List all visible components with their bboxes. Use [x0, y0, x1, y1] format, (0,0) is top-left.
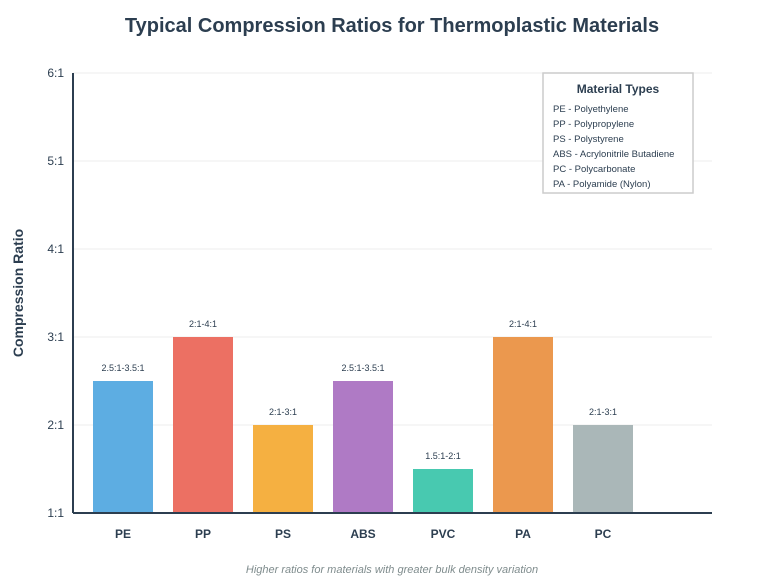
legend-item: PA - Polyamide (Nylon) — [553, 179, 651, 190]
x-tick-label: ABS — [350, 527, 375, 541]
legend-items: PE - Polyethylene PP - Polypropylene PS - … — [553, 104, 674, 190]
x-tick-labels: PE PP PS ABS PVC PA PC — [115, 527, 612, 541]
data-label: 2.5:1-3.5:1 — [101, 363, 144, 373]
bars — [93, 337, 633, 513]
bar-abs — [333, 381, 393, 513]
legend-title: Material Types — [577, 82, 660, 96]
y-tick-label: 1:1 — [47, 506, 64, 520]
y-tick-label: 3:1 — [47, 330, 64, 344]
y-tick-label: 4:1 — [47, 242, 64, 256]
data-labels: 2.5:1-3.5:1 2:1-4:1 2:1-3:1 2.5:1-3.5:1 1.5:… — [101, 319, 617, 461]
bar-pvc — [413, 469, 473, 513]
y-tick-label: 5:1 — [47, 154, 64, 168]
bar-pp — [173, 337, 233, 513]
data-label: 2:1-4:1 — [189, 319, 217, 329]
y-tick-label: 6:1 — [47, 66, 64, 80]
data-label: 2.5:1-3.5:1 — [341, 363, 384, 373]
x-tick-label: PC — [595, 527, 612, 541]
x-tick-label: PP — [195, 527, 211, 541]
data-label: 2:1-3:1 — [269, 407, 297, 417]
legend: Material Types PE - Polyethylene PP - Pol… — [542, 72, 694, 194]
footnote: Higher ratios for materials with greater… — [246, 564, 538, 576]
data-label: 1.5:1-2:1 — [425, 451, 461, 461]
legend-item: PE - Polyethylene — [553, 104, 629, 115]
y-axis-label: Compression Ratio — [10, 229, 26, 357]
data-label: 2:1-3:1 — [589, 407, 617, 417]
y-tick-labels: 1:1 2:1 3:1 4:1 5:1 6:1 — [47, 66, 64, 520]
legend-item: ABS - Acrylonitrile Butadiene — [553, 149, 674, 160]
legend-item: PC - Polycarbonate — [553, 164, 635, 175]
y-tick-label: 2:1 — [47, 418, 64, 432]
bar-pa — [493, 337, 553, 513]
x-tick-label: PS — [275, 527, 291, 541]
chart-title: Typical Compression Ratios for Thermopla… — [125, 15, 659, 37]
x-tick-label: PE — [115, 527, 131, 541]
bar-pe — [93, 381, 153, 513]
x-tick-label: PVC — [431, 527, 456, 541]
x-tick-label: PA — [515, 527, 531, 541]
bar-ps — [253, 425, 313, 513]
legend-item: PS - Polystyrene — [553, 134, 624, 145]
legend-item: PP - Polypropylene — [553, 119, 634, 130]
bar-pc — [573, 425, 633, 513]
data-label: 2:1-4:1 — [509, 319, 537, 329]
legend-box — [542, 72, 694, 194]
